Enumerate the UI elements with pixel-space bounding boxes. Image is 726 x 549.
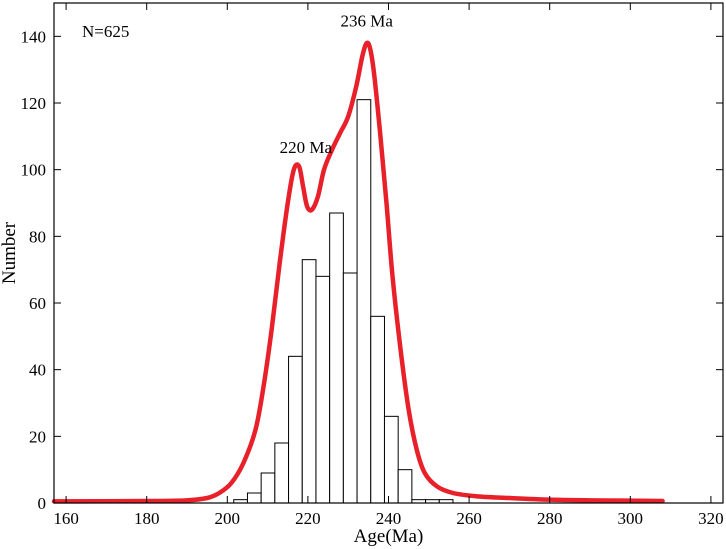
histogram-bar [246,492,262,504]
sample-count-label: N=625 [82,22,129,41]
histogram-bar [301,259,317,504]
histogram-bar [397,469,413,504]
y-tick-label: 120 [21,94,47,113]
x-tick-label: 240 [376,509,402,528]
x-tick-label: 160 [53,509,79,528]
axis-ticks [54,3,723,504]
y-tick-label: 40 [29,361,46,380]
peak-label-220: 220 Ma [280,138,333,157]
axis-tick-labels: 160 180 200 220 240 260 280 300 320 0 20 40 60 80 100 1… [21,27,724,528]
histogram-bar [342,272,358,504]
peak-label-236: 236 Ma [341,11,394,30]
density-curve-layer [51,40,665,504]
y-tick-label: 0 [38,494,47,513]
x-tick-label: 260 [456,509,482,528]
histogram-bars [233,99,454,504]
histogram-bar [370,315,385,504]
x-tick-label: 320 [698,509,724,528]
histogram-bar [356,99,372,504]
x-tick-label: 180 [134,509,160,528]
x-tick-label: 300 [618,509,644,528]
density-curve [51,40,665,504]
histogram-bar [315,275,331,504]
x-tick-label: 200 [215,509,241,528]
histogram-bar [329,212,344,504]
histogram-bar [383,415,399,504]
y-tick-label: 60 [29,294,46,313]
x-tick-label: 280 [537,509,563,528]
x-tick-label: 220 [295,509,321,528]
y-tick-label: 80 [29,227,46,246]
y-tick-label: 140 [21,27,47,46]
histogram-bar [260,472,276,504]
y-tick-label: 20 [29,427,46,446]
histogram-bar [274,442,290,504]
x-axis-title: Age(Ma) [354,526,424,547]
y-tick-label: 100 [21,161,47,180]
y-axis-title: Number [0,221,20,284]
histogram-bar [288,355,303,504]
